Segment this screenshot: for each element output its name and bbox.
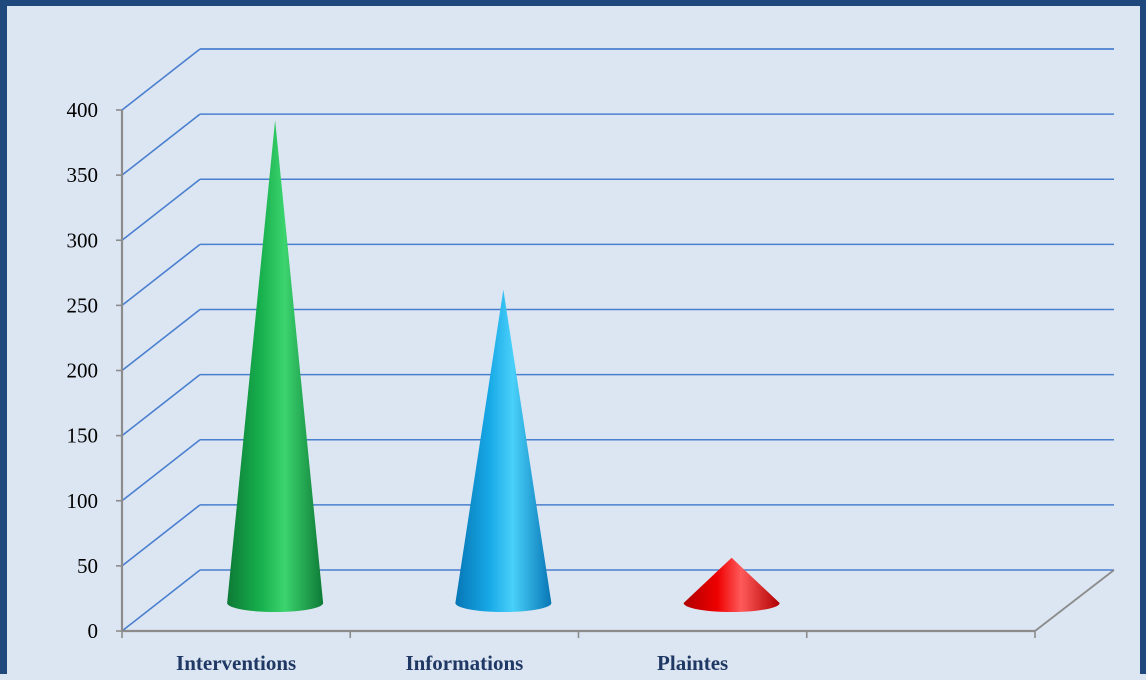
- floor-right-edge: [1034, 569, 1115, 632]
- y-tick-label: 100: [67, 489, 99, 513]
- cone-bar-plaintes: [683, 557, 780, 612]
- y-tick-label: 250: [67, 293, 99, 317]
- gridline-side: [121, 569, 201, 632]
- gridline-side: [121, 373, 201, 437]
- x-axis-ticks: Interventions Informations Plaintes: [176, 651, 728, 675]
- cone-marks: [227, 120, 780, 612]
- gridlines: [121, 48, 1114, 632]
- y-tick-label: 0: [88, 619, 99, 643]
- cone-bar-informations: [455, 289, 552, 612]
- axes: [116, 109, 1115, 638]
- gridline-side: [121, 178, 201, 241]
- gridline-side: [121, 308, 201, 372]
- x-tick-label: Interventions: [176, 651, 296, 675]
- y-tick-label: 300: [67, 228, 99, 252]
- y-tick-label: 400: [67, 98, 99, 122]
- y-axis-ticks: 0 50 100 150 200 250 300 350 400: [67, 98, 99, 643]
- gridline-side: [121, 504, 201, 567]
- x-tick-label: Informations: [405, 651, 523, 675]
- y-tick-label: 50: [77, 554, 98, 578]
- x-tick-label: Plaintes: [657, 651, 728, 675]
- gridline-side: [121, 113, 201, 176]
- gridline-side: [121, 243, 201, 307]
- gridline-side: [121, 48, 201, 111]
- y-tick-label: 350: [67, 163, 99, 187]
- y-tick-label: 200: [67, 359, 99, 383]
- gridline-side: [121, 439, 201, 502]
- cone-bar-interventions: [227, 120, 324, 612]
- y-tick-label: 150: [67, 424, 99, 448]
